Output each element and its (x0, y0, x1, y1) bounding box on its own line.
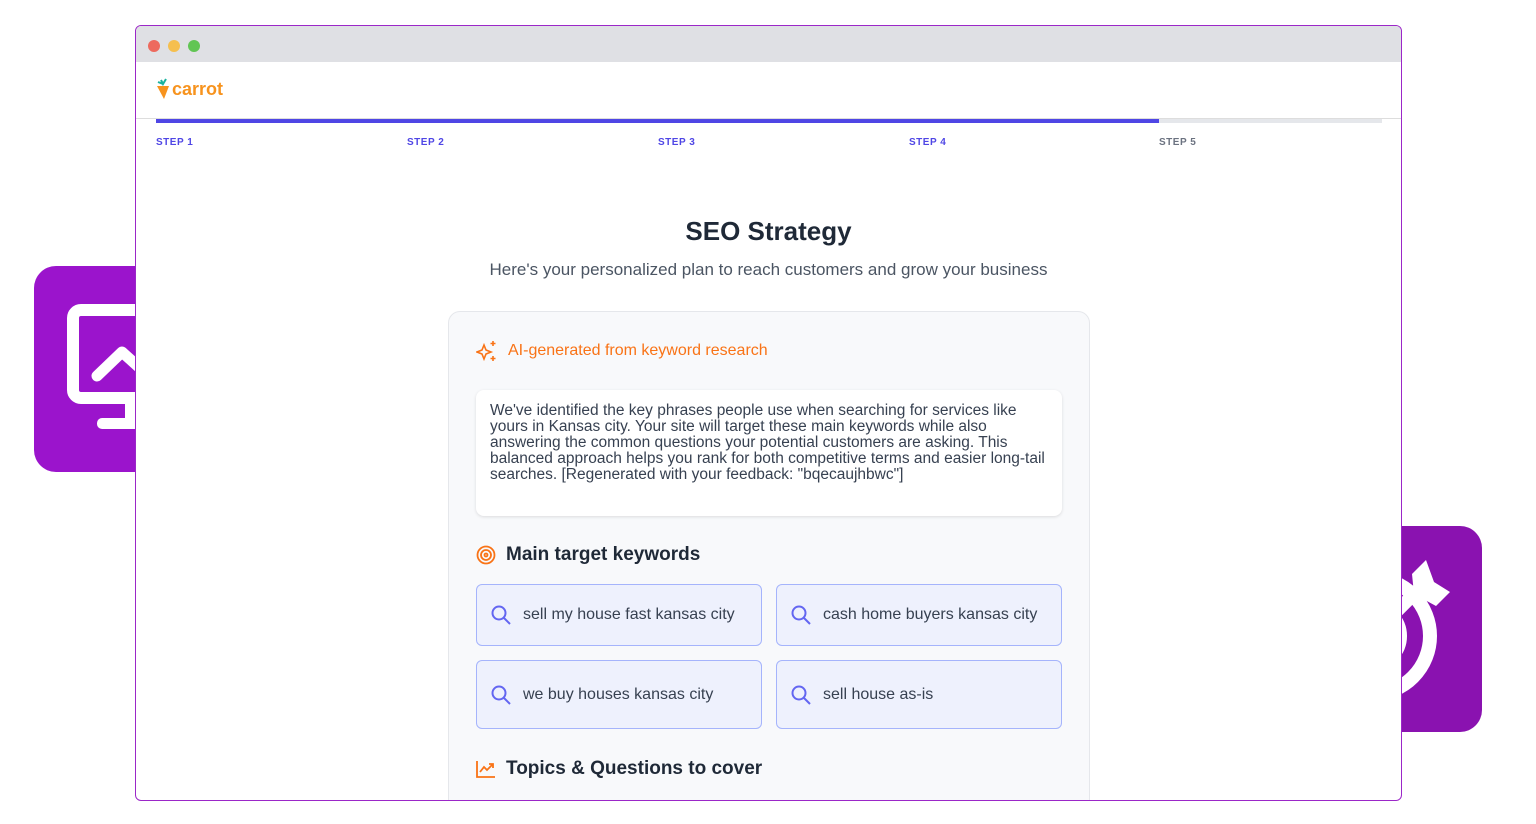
close-dot[interactable] (148, 40, 160, 52)
strategy-description: We've identified the key phrases people … (476, 390, 1062, 516)
app-header: carrot (136, 62, 1401, 119)
keyword-chip[interactable]: cash home buyers kansas city (776, 584, 1062, 646)
keywords-title: Main target keywords (506, 544, 701, 565)
keyword-text: cash home buyers kansas city (823, 606, 1038, 623)
search-icon (491, 685, 511, 705)
sparkles-icon (476, 341, 496, 362)
topics-heading: Topics & Questions to cover (476, 758, 762, 780)
keyword-text: we buy houses kansas city (523, 685, 714, 703)
strategy-card: AI-generated from keyword research We've… (448, 311, 1090, 800)
carrot-logo[interactable]: carrot (156, 78, 223, 100)
topics-title: Topics & Questions to cover (506, 758, 763, 779)
title-bar (136, 26, 1401, 62)
step-3: STEP 3 (658, 137, 696, 148)
page-subtitle: Here's your personalized plan to reach c… (489, 260, 1048, 279)
browser-window: carrot STEP 1 STEP 2 STEP 3 STEP 4 STEP … (135, 25, 1402, 801)
keyword-chip[interactable]: sell my house fast kansas city (476, 584, 762, 646)
step-1: STEP 1 (156, 137, 194, 148)
logo-text: carrot (172, 78, 224, 99)
ai-label-text: AI-generated from keyword research (508, 342, 768, 359)
search-icon (791, 605, 811, 625)
target-icon (476, 545, 496, 565)
search-icon (491, 605, 511, 625)
keyword-text: sell house as-is (823, 685, 934, 703)
keyword-text: sell my house fast kansas city (523, 606, 735, 623)
maximize-dot[interactable] (188, 40, 200, 52)
minimize-dot[interactable] (168, 40, 180, 52)
keyword-chip[interactable]: sell house as-is (776, 660, 1062, 729)
page-title: SEO Strategy (685, 216, 852, 246)
step-4: STEP 4 (909, 137, 947, 148)
ai-label: AI-generated from keyword research (476, 340, 768, 362)
chart-trend-icon (476, 761, 495, 778)
keyword-chip[interactable]: we buy houses kansas city (476, 660, 762, 729)
progress-bar (156, 119, 1382, 123)
keywords-heading: Main target keywords (476, 544, 700, 566)
step-2: STEP 2 (407, 137, 445, 148)
step-5: STEP 5 (1159, 137, 1197, 148)
carrot-icon (157, 78, 169, 99)
search-icon (791, 685, 811, 705)
